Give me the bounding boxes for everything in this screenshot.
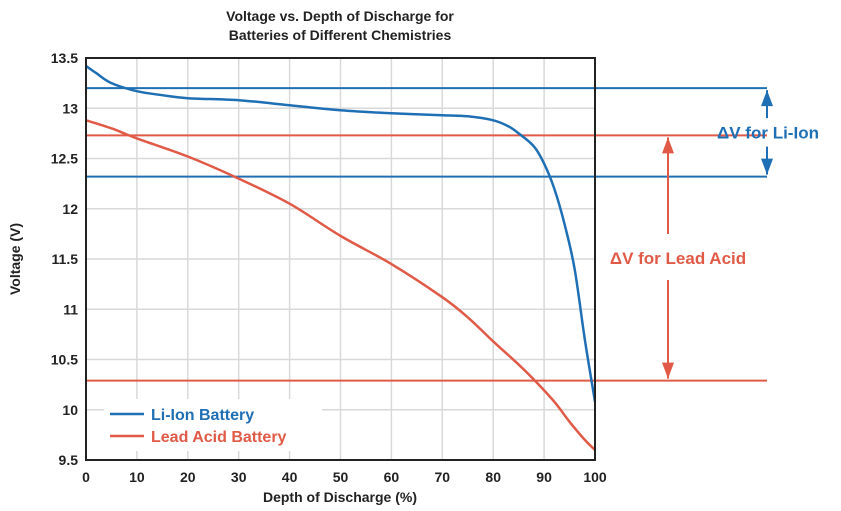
x-tick-label: 100 (583, 469, 607, 485)
x-tick-label: 40 (282, 469, 298, 485)
x-axis-title: Depth of Discharge (%) (263, 489, 417, 505)
y-tick-label: 12 (62, 201, 78, 217)
x-tick-label: 50 (333, 469, 349, 485)
x-tick-label: 60 (384, 469, 400, 485)
x-tick-label: 90 (536, 469, 552, 485)
x-tick-label: 0 (82, 469, 90, 485)
y-axis-ticks: 9.5 10 10.5 11 11.5 12 12.5 13 13.5 (51, 50, 78, 468)
legend-label-li-ion: Li-Ion Battery (151, 407, 254, 424)
legend: Li-Ion Battery Lead Acid Battery (104, 399, 322, 451)
legend-background (104, 399, 322, 451)
series-lines (86, 64, 595, 452)
lead-acid-delta-arrow-head-up (662, 137, 674, 154)
y-tick-label: 9.5 (59, 452, 79, 468)
annotation-lead-acid: ΔV for Lead Acid (610, 249, 746, 268)
y-tick-label: 11.5 (52, 251, 79, 267)
series-line-li-ion (86, 64, 595, 403)
x-tick-label: 70 (435, 469, 451, 485)
reference-lines (86, 87, 767, 382)
y-tick-label: 13.5 (51, 50, 78, 66)
grid (86, 58, 595, 460)
y-tick-label: 12.5 (51, 151, 78, 167)
annotation-li-ion: ΔV for Li-Ion (717, 123, 819, 142)
y-tick-label: 10 (62, 402, 78, 418)
legend-label-lead-acid: Lead Acid Battery (151, 429, 287, 446)
x-tick-label: 20 (180, 469, 196, 485)
lead-acid-delta-arrow-head-down (662, 362, 674, 379)
x-tick-label: 80 (485, 469, 501, 485)
x-tick-label: 10 (129, 469, 145, 485)
x-axis-ticks: 0 10 20 30 40 50 60 70 80 90 100 (82, 469, 607, 485)
y-tick-label: 10.5 (51, 352, 78, 368)
x-tick-label: 30 (231, 469, 247, 485)
y-axis-title: Voltage (V) (7, 223, 23, 295)
chart-title-line-1: Voltage vs. Depth of Discharge for (226, 8, 454, 24)
annotations: ΔV for Li-Ion ΔV for Lead Acid (610, 90, 819, 379)
li-ion-delta-arrow-head-up (761, 90, 773, 107)
y-tick-label: 11 (63, 301, 78, 317)
y-tick-label: 13 (62, 100, 78, 116)
chart-title-line-2: Batteries of Different Chemistries (229, 27, 452, 43)
plot-frame (85, 57, 596, 461)
li-ion-delta-arrow-head-down (761, 158, 773, 175)
series-line-lead-acid (86, 119, 595, 452)
